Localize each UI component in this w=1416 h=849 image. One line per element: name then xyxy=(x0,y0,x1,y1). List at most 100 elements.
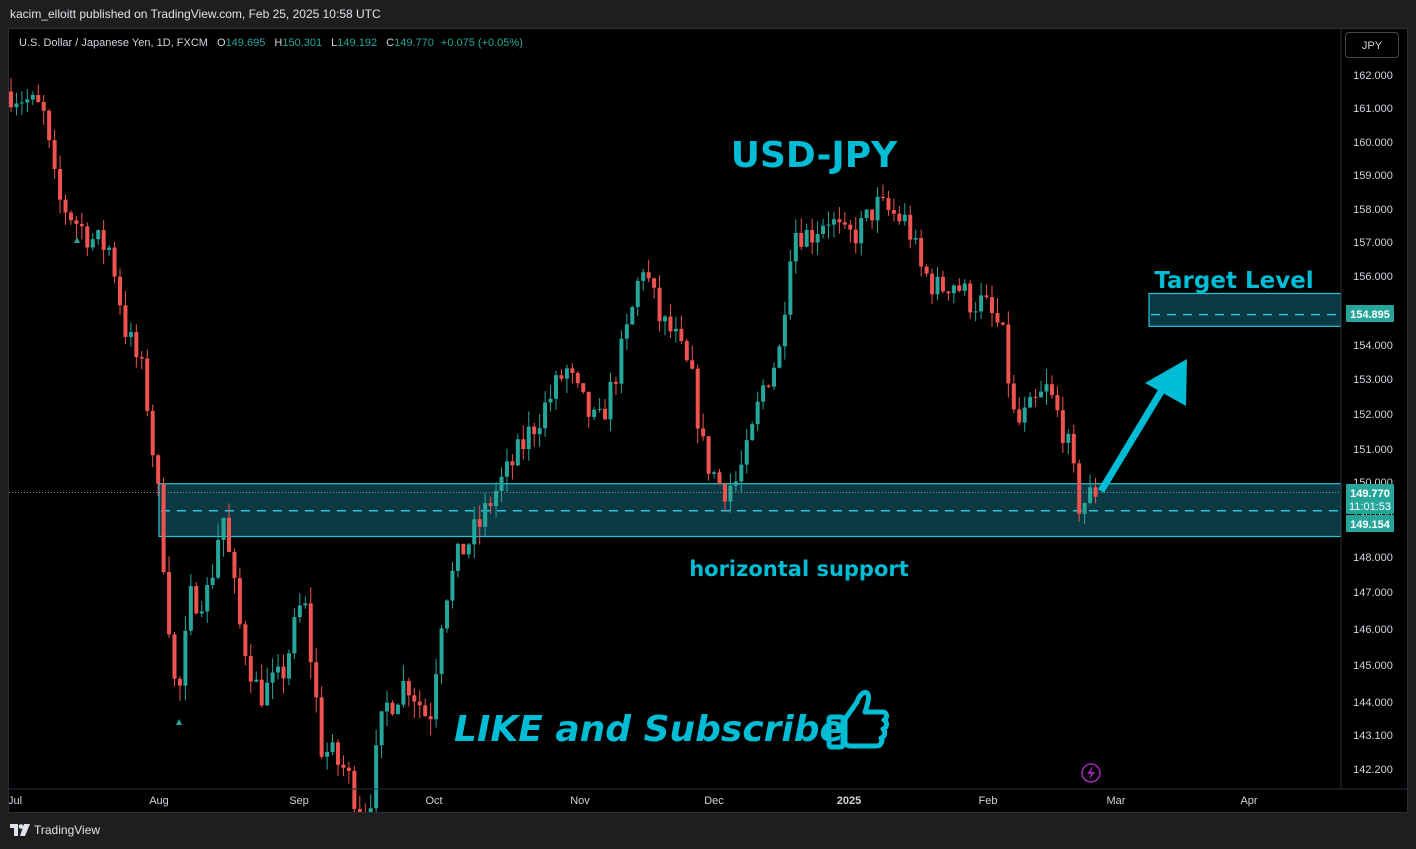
candle-body xyxy=(984,295,989,298)
candle-body xyxy=(761,385,766,402)
candle-body xyxy=(177,678,182,686)
candle-body xyxy=(930,273,935,295)
tradingview-logo[interactable]: TradingView xyxy=(10,823,100,837)
price-tick-label: 144.000 xyxy=(1353,697,1393,709)
candle-body xyxy=(652,278,657,288)
candle-body xyxy=(63,199,68,213)
candle xyxy=(68,210,73,225)
candle-body xyxy=(265,682,270,706)
candle-body xyxy=(1066,433,1071,443)
chart-frame[interactable]: USD-JPY Target Level horizontal support … xyxy=(8,28,1408,813)
candle-body xyxy=(951,285,956,294)
candle-body xyxy=(417,701,422,706)
candle xyxy=(461,543,466,555)
candle xyxy=(248,643,253,694)
candle-body xyxy=(428,716,433,720)
candle xyxy=(1022,396,1027,432)
price-chart[interactable]: USD-JPY Target Level horizontal support … xyxy=(9,29,1407,812)
candle-body xyxy=(575,372,580,384)
candle xyxy=(1077,459,1082,522)
candle-body xyxy=(1022,407,1027,423)
candle-body xyxy=(744,440,749,465)
candle xyxy=(962,279,967,296)
candle-body xyxy=(641,272,646,281)
candle-body xyxy=(248,656,253,682)
candle xyxy=(859,211,864,256)
candle-body xyxy=(766,385,771,387)
candle xyxy=(515,433,520,467)
candle xyxy=(319,686,324,760)
candle xyxy=(254,671,259,683)
candle-body xyxy=(504,461,509,477)
candle-body xyxy=(156,455,161,484)
candle-body xyxy=(346,767,351,771)
candle-body xyxy=(325,752,330,757)
up-arrow xyxy=(1098,359,1187,493)
candle-body xyxy=(1060,410,1065,443)
candle-body xyxy=(750,424,755,441)
candle xyxy=(870,209,875,229)
candle-body xyxy=(494,490,499,507)
candle xyxy=(597,397,602,413)
candle xyxy=(14,92,19,116)
candle xyxy=(314,648,319,713)
candle xyxy=(30,91,35,105)
candle-body xyxy=(853,229,858,244)
candle-body xyxy=(1039,391,1044,398)
candle xyxy=(303,596,308,609)
candle-body xyxy=(1049,384,1054,396)
candle xyxy=(297,593,302,623)
candle-body xyxy=(395,704,400,715)
candle xyxy=(1017,397,1022,426)
target-zone xyxy=(1148,292,1342,327)
candle-body xyxy=(864,209,869,218)
candle xyxy=(891,198,896,222)
candle xyxy=(172,632,177,687)
candle xyxy=(325,742,330,770)
candle-body xyxy=(52,140,57,170)
candle-body xyxy=(139,357,144,359)
symbol-name[interactable]: U.S. Dollar / Japanese Yen, 1D, FXCM xyxy=(19,37,208,49)
candle xyxy=(41,95,46,125)
price-tick-label: 153.000 xyxy=(1353,374,1393,386)
candle xyxy=(488,496,493,514)
candle-body xyxy=(1028,396,1033,408)
candle xyxy=(744,428,749,474)
candle-body xyxy=(319,697,324,757)
low-label: L xyxy=(331,37,338,49)
candle xyxy=(357,795,362,812)
candle-body xyxy=(199,611,204,614)
candle-body xyxy=(722,483,727,502)
price-tick-label: 157.000 xyxy=(1353,237,1393,249)
target-level-label: Target Level xyxy=(1154,268,1313,294)
candle xyxy=(559,369,564,382)
candle-body xyxy=(1000,322,1005,325)
candle xyxy=(673,316,678,343)
price-tick-label: 145.000 xyxy=(1353,660,1393,672)
candle xyxy=(875,187,880,234)
time-tick-label: Apr xyxy=(1240,795,1257,807)
candle xyxy=(199,601,204,618)
candle xyxy=(821,218,826,239)
candle xyxy=(346,761,351,784)
candle-body xyxy=(472,519,477,545)
candle-body xyxy=(706,436,711,474)
candle xyxy=(755,391,760,431)
candle xyxy=(581,383,586,394)
candle xyxy=(183,615,188,701)
candle-body xyxy=(940,276,945,292)
candle-body xyxy=(150,410,155,456)
candle xyxy=(466,542,471,559)
candle xyxy=(455,542,460,578)
candle xyxy=(554,371,558,410)
candle-body xyxy=(842,222,847,225)
candle-body xyxy=(308,603,313,663)
candle xyxy=(188,574,193,636)
candle-body xyxy=(717,472,722,484)
lightning-icon[interactable] xyxy=(1081,763,1101,783)
candle xyxy=(101,220,106,265)
footer-bar: TradingView xyxy=(0,813,1416,849)
candle xyxy=(118,268,122,315)
currency-button[interactable]: JPY xyxy=(1345,32,1399,58)
candle-body xyxy=(336,742,340,765)
